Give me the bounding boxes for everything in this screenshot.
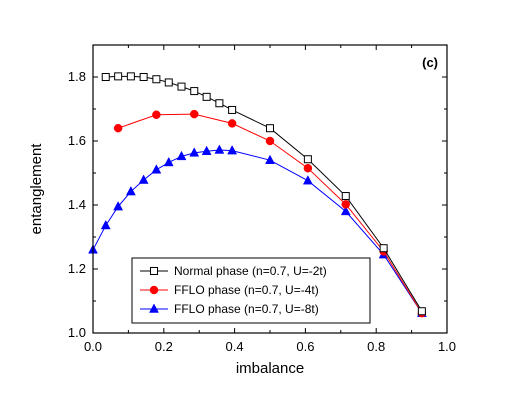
data-point	[341, 192, 350, 201]
data-point	[164, 78, 173, 87]
y-tick-label: 1.2	[68, 261, 86, 276]
data-point	[340, 205, 351, 216]
legend-box	[131, 257, 371, 324]
data-point	[190, 87, 199, 96]
data-point	[202, 92, 211, 101]
data-point	[265, 154, 275, 164]
data-point	[113, 201, 124, 211]
data-point	[139, 73, 148, 81]
data-point	[125, 186, 136, 196]
y-tick-label: 1.6	[68, 133, 86, 148]
data-point	[152, 110, 161, 120]
legend-marker	[150, 267, 158, 275]
series-layer	[88, 72, 427, 318]
data-point	[176, 150, 187, 161]
y-axis-label: entanglement	[28, 143, 45, 235]
y-tick-label: 1.8	[68, 69, 86, 84]
data-point	[114, 72, 123, 81]
x-tick-label: 1.0	[438, 339, 456, 354]
x-tick-label: 0.8	[367, 339, 385, 354]
data-point	[341, 200, 351, 209]
data-point	[126, 72, 135, 81]
data-point	[215, 99, 224, 108]
legend-entry: Normal phase (n=0.7, U=-2t)	[174, 264, 327, 278]
data-point	[417, 307, 426, 316]
x-tick-label: 0.2	[155, 339, 173, 354]
legend-entry: FFLO phase (n=0.7, U=-8t)	[174, 302, 319, 316]
data-point	[113, 123, 123, 133]
legend-marker	[149, 303, 159, 313]
ticks-layer: 0.0 0.2 0.4 0.6 0.8 1.0 1.0 1.2 1.4 1.6 1.8	[68, 45, 456, 354]
legend-entry: FFLO phase (n=0.7, U=-4t)	[174, 283, 319, 297]
data-point	[214, 144, 225, 154]
data-point	[302, 175, 313, 185]
y-tick-label: 1.0	[68, 325, 86, 340]
data-point	[303, 155, 312, 164]
data-point	[189, 147, 200, 157]
data-point	[201, 145, 212, 155]
data-point	[189, 109, 199, 119]
legend-marker	[149, 285, 159, 295]
data-point	[101, 73, 110, 81]
data-point	[227, 119, 237, 128]
series-2	[88, 144, 427, 317]
data-point	[379, 244, 388, 253]
x-tick-label: 0.0	[84, 339, 102, 354]
data-point	[265, 136, 275, 146]
data-point	[152, 75, 161, 84]
y-tick-label: 1.4	[68, 197, 86, 212]
data-point	[151, 164, 162, 174]
data-point	[303, 163, 313, 173]
panel-label: (c)	[422, 55, 438, 70]
data-point	[227, 145, 238, 155]
data-point	[228, 105, 237, 114]
x-tick-label: 0.4	[226, 339, 244, 354]
series-line	[105, 75, 423, 312]
data-point	[163, 156, 174, 167]
legend: Normal phase (n=0.7, U=-2t) FFLO phase (n…	[131, 257, 371, 324]
data-point	[100, 219, 111, 230]
series-0	[101, 72, 426, 316]
x-axis-label: imbalance	[236, 360, 304, 377]
x-tick-label: 0.6	[296, 339, 314, 354]
data-point	[138, 174, 149, 184]
data-point	[266, 124, 274, 133]
data-point	[177, 82, 186, 91]
